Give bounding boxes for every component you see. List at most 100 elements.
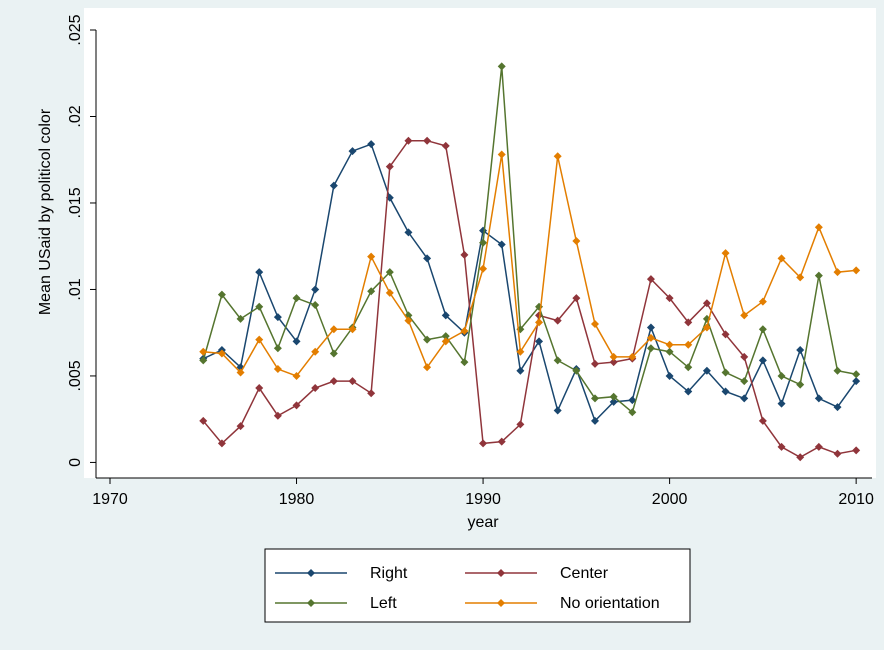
marker — [236, 368, 245, 377]
marker — [516, 347, 525, 356]
marker — [367, 389, 376, 398]
series-line — [202, 143, 857, 423]
marker — [833, 449, 842, 458]
marker — [796, 380, 805, 389]
marker — [572, 237, 581, 246]
legend-label: Left — [370, 595, 397, 612]
marker — [329, 349, 338, 358]
marker — [814, 442, 823, 451]
marker — [199, 347, 208, 356]
marker — [292, 371, 301, 380]
marker — [255, 384, 264, 393]
marker — [590, 320, 599, 329]
marker — [217, 439, 226, 448]
legend-marker — [497, 569, 505, 577]
legend-label: Right — [370, 565, 408, 582]
marker — [721, 387, 730, 396]
marker — [590, 359, 599, 368]
marker — [311, 285, 320, 294]
marker — [441, 141, 450, 150]
y-axis-label: Mean USaid by politicol color — [37, 108, 54, 315]
marker — [423, 136, 432, 145]
marker — [796, 346, 805, 354]
marker — [777, 371, 786, 380]
marker — [758, 416, 767, 425]
marker — [292, 401, 301, 410]
marker — [423, 335, 432, 344]
x-tick-label: 1980 — [279, 491, 315, 508]
marker — [777, 254, 786, 263]
marker — [441, 332, 450, 341]
marker — [553, 152, 562, 161]
legend — [264, 548, 691, 623]
marker — [329, 181, 338, 190]
marker — [609, 392, 618, 401]
marker — [479, 439, 488, 448]
marker — [292, 337, 301, 346]
marker — [684, 340, 693, 349]
marker — [740, 377, 749, 386]
marker — [852, 266, 861, 275]
marker — [404, 316, 413, 325]
marker — [852, 446, 861, 455]
marker — [273, 344, 282, 353]
marker — [646, 333, 655, 342]
marker — [311, 301, 320, 310]
marker — [590, 394, 599, 403]
marker — [721, 368, 730, 377]
marker — [385, 162, 394, 171]
marker — [740, 311, 749, 320]
marker — [628, 396, 637, 405]
marker — [348, 325, 357, 334]
y-tick-label: .02 — [67, 105, 84, 127]
marker — [590, 416, 599, 425]
marker — [535, 318, 544, 327]
marker — [311, 347, 320, 356]
marker — [367, 287, 376, 296]
x-tick-label: 2010 — [838, 491, 874, 508]
marker — [628, 408, 637, 417]
marker — [646, 344, 655, 353]
marker — [273, 313, 282, 322]
marker — [702, 323, 711, 332]
marker — [479, 264, 488, 273]
marker — [796, 273, 805, 282]
marker — [367, 252, 376, 261]
marker — [721, 249, 730, 258]
marker — [553, 316, 562, 325]
marker — [385, 268, 394, 277]
y-tick-label: .005 — [67, 360, 84, 391]
marker — [367, 140, 376, 149]
legend-label: No orientation — [560, 595, 660, 612]
marker — [329, 325, 338, 334]
marker — [497, 437, 506, 446]
marker — [553, 356, 562, 365]
marker — [814, 271, 823, 280]
x-tick-label: 1970 — [92, 491, 128, 508]
marker — [665, 294, 674, 303]
marker — [777, 442, 786, 451]
marker — [553, 406, 562, 415]
y-tick-label: .01 — [67, 278, 84, 300]
marker — [777, 399, 786, 408]
marker — [702, 299, 711, 308]
series-line — [203, 154, 857, 377]
y-tick-label: .025 — [67, 14, 84, 45]
legend-marker — [497, 599, 505, 607]
legend-label: Center — [560, 565, 609, 582]
series-line — [202, 66, 857, 414]
marker — [852, 377, 861, 386]
marker — [609, 358, 618, 367]
marker — [852, 370, 861, 379]
marker — [423, 254, 432, 263]
marker — [460, 250, 469, 259]
marker — [796, 453, 805, 462]
marker — [460, 326, 469, 335]
marker — [758, 356, 767, 365]
marker — [273, 411, 282, 420]
marker — [255, 268, 264, 277]
x-tick-label: 2000 — [652, 491, 688, 508]
marker — [199, 416, 208, 425]
marker — [628, 352, 637, 361]
